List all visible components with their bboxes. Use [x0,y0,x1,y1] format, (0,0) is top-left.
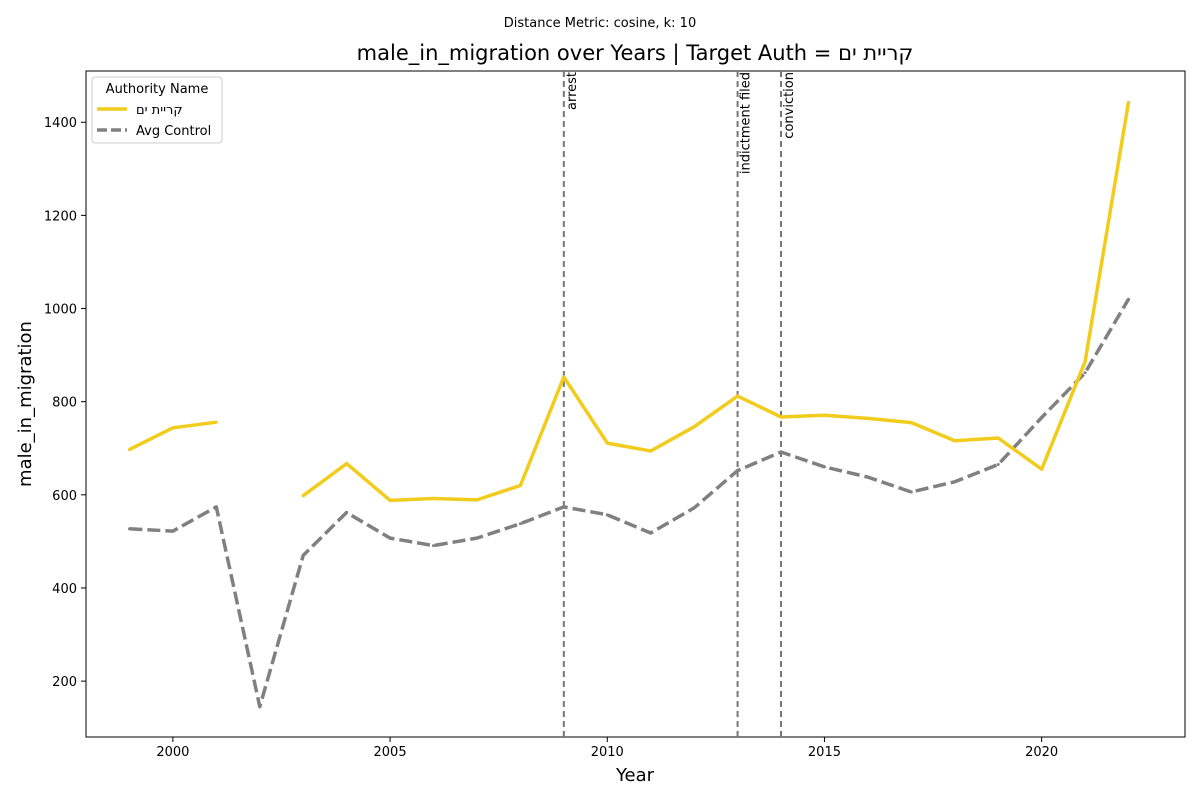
event-label: arrest [565,72,580,110]
data-point [432,544,436,548]
data-point [214,420,218,424]
data-point [736,469,740,473]
data-point [518,522,522,526]
x-axis-label: Year [615,765,655,786]
plot-border [85,70,1186,738]
data-point [562,375,566,379]
legend-label-target: קריית ים [136,103,183,118]
data-point [996,436,1000,440]
data-point [127,448,131,452]
data-point [649,449,653,453]
data-point [214,505,218,509]
y-axis-label: male_in_migration [15,321,36,487]
data-point [475,498,479,502]
data-point [953,480,957,484]
data-point [562,505,566,509]
x-tick-label: 2020 [1025,745,1058,760]
data-point [996,463,1000,467]
data-point [345,462,349,466]
data-point [866,475,870,479]
chart-title: male_in_migration over Years | Target Au… [357,41,914,66]
data-point [1040,416,1044,420]
y-tick-label: 1400 [44,116,77,131]
data-point [1040,467,1044,471]
y-tick-label: 1000 [44,303,77,318]
data-point [1083,360,1087,364]
y-tick-label: 800 [52,396,77,411]
legend: Authority Name קריית ים Avg Control [91,76,223,144]
data-point [605,513,609,517]
data-point [649,531,653,535]
series-line-target [128,101,1131,503]
data-point [388,498,392,502]
event-label: indictment filed [739,72,754,174]
legend-label-control: Avg Control [136,124,211,139]
chart-suptitle: Distance Metric: cosine, k: 10 [504,16,696,31]
data-point [779,450,783,454]
data-point [692,425,696,429]
x-tick-label: 2005 [374,745,407,760]
data-point [822,465,826,469]
x-tick-label: 2015 [808,745,841,760]
data-point [822,413,826,417]
y-axis: 200 400 600 800 1000 1200 1400 [44,116,86,690]
data-point [692,506,696,510]
data-point [475,536,479,540]
legend-title: Authority Name [106,82,209,97]
data-point [301,494,305,498]
data-point [1127,100,1131,104]
y-tick-label: 200 [52,675,77,690]
data-point [909,490,913,494]
data-point [909,421,913,425]
data-point [1127,297,1131,301]
data-point [301,553,305,557]
x-tick-label: 2000 [156,745,189,760]
x-tick-label: 2010 [591,745,624,760]
event-markers: arrest indictment filed conviction [562,71,797,737]
data-point [171,529,175,533]
legend-box [91,76,223,144]
data-point [388,536,392,540]
x-axis: 2000 2005 2010 2015 2020 [156,737,1058,760]
y-tick-label: 1200 [44,209,77,224]
y-tick-label: 600 [52,489,77,504]
y-tick-label: 400 [52,582,77,597]
data-point [127,527,131,531]
data-point [736,394,740,398]
series-line-control [129,298,1131,709]
data-point [1083,371,1087,375]
series-layer [127,100,1131,709]
data-point [518,484,522,488]
data-point [171,426,175,430]
data-point [866,416,870,420]
data-point [345,511,349,515]
data-point [605,441,609,445]
event-label: conviction [782,72,797,139]
data-point [779,415,783,419]
data-point [432,497,436,501]
plot-area [85,70,1186,738]
data-point [953,439,957,443]
data-point [258,705,262,709]
